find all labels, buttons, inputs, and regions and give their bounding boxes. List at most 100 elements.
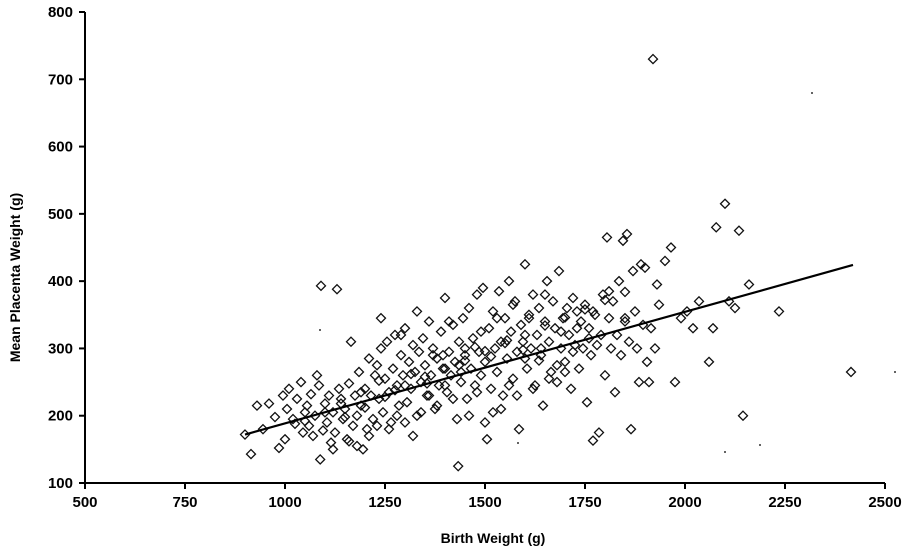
data-point [373,375,385,387]
data-point [443,346,455,358]
data-point [423,390,435,401]
data-point [583,322,595,334]
data-point [573,363,585,375]
speck [759,444,761,446]
data-point [427,349,439,361]
data-point [417,332,429,344]
x-tick-label: 500 [72,494,97,511]
data-point [343,377,355,389]
data-point [283,383,295,395]
data-point [437,349,449,361]
data-point [609,386,621,398]
data-point [407,339,419,351]
data-point [587,435,599,447]
data-point [389,329,401,341]
x-axis-ticks: 500 750 1000 1250 1500 1750 2000 2250 2500 [72,483,902,511]
data-point [579,303,591,315]
data-point [345,336,357,348]
data-point [337,413,349,425]
data-point [511,390,523,401]
data-point [491,366,503,378]
data-point [543,336,555,348]
data-point [399,322,411,334]
data-point [553,265,565,277]
data-point [519,258,531,270]
data-point [369,369,381,381]
data-point [537,400,549,412]
data-point [481,433,493,445]
data-point [559,312,571,323]
y-tick-label: 700 [48,71,73,88]
data-point [477,282,489,294]
y-axis-title: Mean Placenta Weight (g) [7,193,23,362]
data-point [453,359,465,371]
data-point [427,343,439,354]
data-point [693,295,705,307]
data-point [659,255,671,267]
data-point [575,316,587,327]
data-point [567,292,579,304]
data-point [525,343,537,354]
data-point [441,386,453,398]
data-point [291,393,303,405]
data-point [457,312,469,324]
data-point [351,440,363,452]
data-point [485,383,497,395]
data-point [387,363,399,375]
data-point [647,53,659,65]
data-point [617,235,629,247]
data-point [627,265,639,277]
data-point [475,326,487,338]
x-tick-label: 1250 [368,494,401,511]
y-tick-label: 300 [48,340,73,357]
data-point [519,329,531,341]
trend-line [244,263,854,436]
data-point [629,306,641,317]
data-point [517,336,529,348]
data-point [533,355,545,366]
data-point [455,376,467,388]
data-point [493,285,505,297]
data-point [511,346,523,358]
data-point [413,346,425,358]
data-point [561,302,573,314]
data-point [287,413,299,425]
data-point [605,343,617,354]
data-point [453,336,465,348]
data-point [599,294,611,306]
data-point [579,299,591,311]
data-point [611,329,623,341]
data-point [543,373,555,385]
data-point [631,343,643,354]
data-point [323,390,335,401]
data-point [487,406,499,418]
y-tick-label: 500 [48,206,73,223]
data-point [447,319,459,331]
data-point [591,339,603,351]
x-axis-title: Birth Weight (g) [441,530,546,546]
data-point [567,346,579,358]
data-point [645,322,657,334]
data-point [589,309,601,321]
data-point [437,363,449,375]
data-point [443,316,455,327]
data-point [317,425,329,436]
data-point [527,383,539,395]
data-point [479,417,491,428]
data-point [411,306,423,317]
data-point [339,411,351,423]
data-point [314,454,326,465]
data-point [729,302,741,314]
data-point [415,406,427,418]
data-point [633,376,645,388]
data-point [599,369,611,381]
x-tick-label: 1750 [568,494,601,511]
data-point [403,356,415,368]
data-point [377,406,389,418]
data-point [517,344,529,356]
data-points [239,53,857,472]
data-point [307,430,319,442]
data-point [581,396,593,408]
data-point [357,443,369,455]
data-point [351,410,363,422]
